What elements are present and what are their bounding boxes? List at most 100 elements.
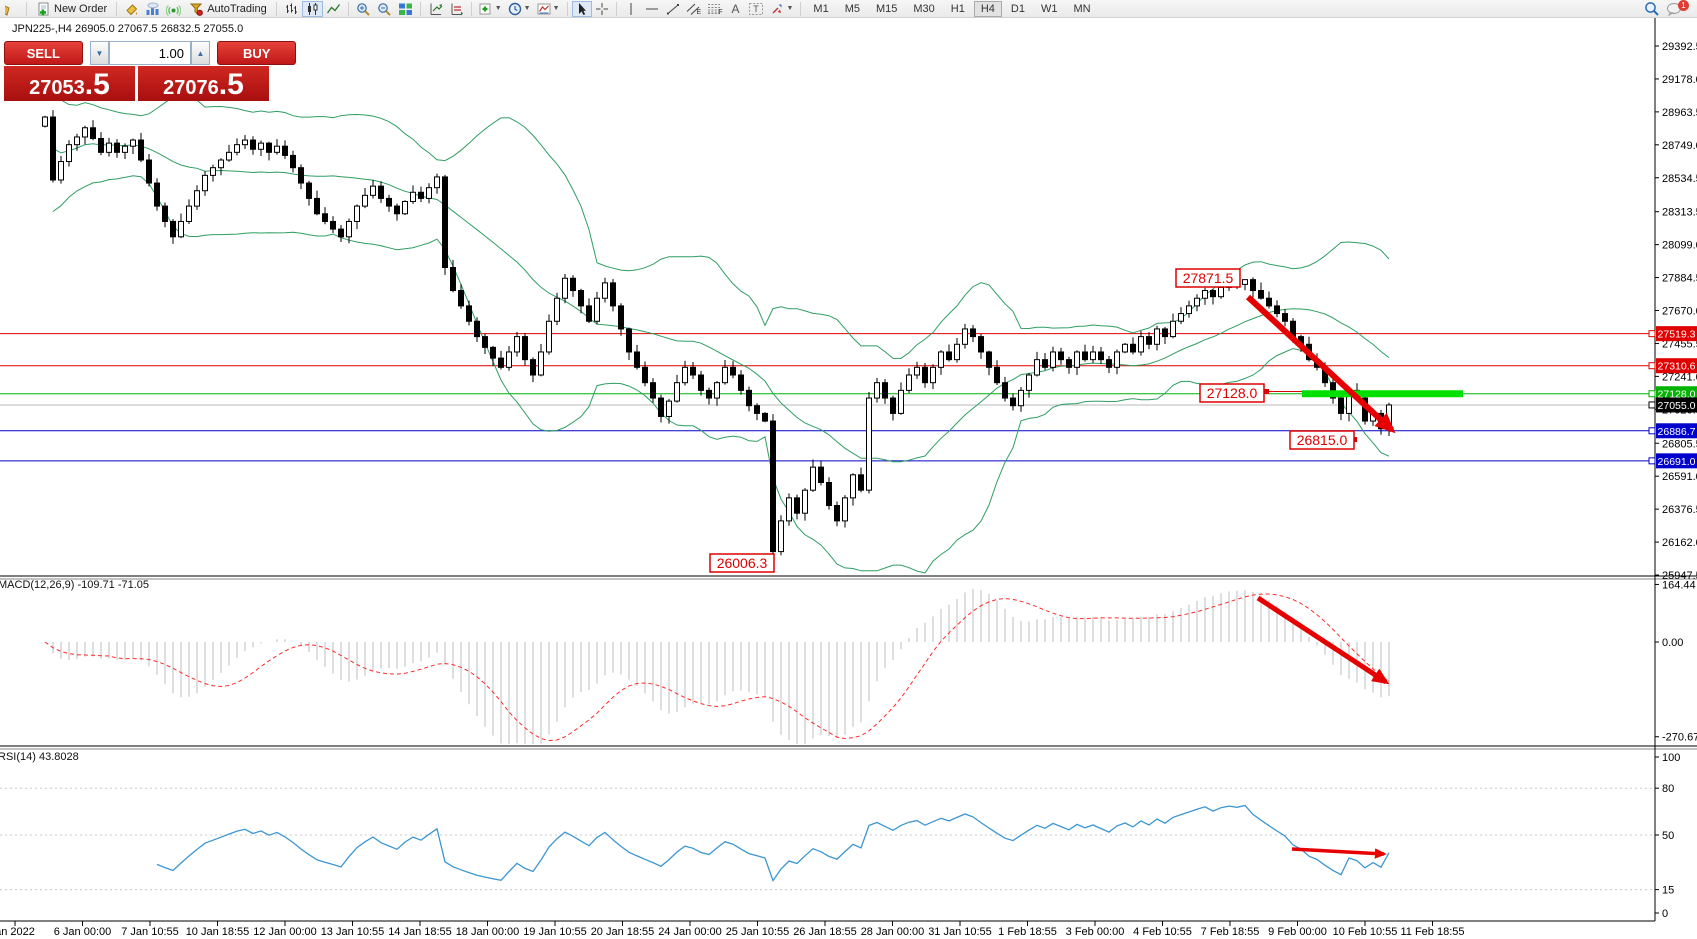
svg-text:25 Jan 10:55: 25 Jan 10:55 bbox=[726, 926, 790, 938]
cursor-tool[interactable] bbox=[571, 0, 592, 17]
svg-text:T: T bbox=[754, 4, 760, 14]
autotrading-button[interactable]: AutoTrading bbox=[184, 1, 272, 17]
signals-icon[interactable] bbox=[163, 1, 184, 17]
price-callout-text: 27871.5 bbox=[1183, 270, 1234, 286]
svg-text:19 Jan 10:55: 19 Jan 10:55 bbox=[523, 926, 587, 938]
buy-button[interactable]: BUY bbox=[217, 41, 296, 65]
one-click-trade-panel: SELL ▼ ▲ BUY 27053.5 27076.5 bbox=[4, 41, 296, 101]
timeframe-m5[interactable]: M5 bbox=[844, 2, 860, 15]
timeframe-h1[interactable]: H1 bbox=[950, 2, 965, 15]
svg-text:26376.5: 26376.5 bbox=[1662, 504, 1697, 516]
svg-text:0: 0 bbox=[1662, 908, 1668, 920]
axis-badge bbox=[1656, 453, 1697, 469]
fibonacci-tool[interactable]: F bbox=[704, 1, 725, 17]
main-trend-arrow bbox=[1245, 294, 1396, 434]
horizontal-level-lines bbox=[0, 333, 1655, 462]
crosshair-tool[interactable] bbox=[592, 1, 612, 17]
equidistant-channel-tool[interactable]: E bbox=[683, 1, 705, 17]
new-order-button[interactable]: New Order bbox=[31, 1, 112, 17]
timeframe-mn[interactable]: MN bbox=[1073, 2, 1091, 15]
rsi-indicator-label: RSI(14) 43.8028 bbox=[0, 751, 79, 763]
svg-text:26162.0: 26162.0 bbox=[1662, 537, 1697, 549]
svg-text:28 Jan 00:00: 28 Jan 00:00 bbox=[861, 926, 925, 938]
zoom-in-icon[interactable] bbox=[353, 1, 374, 17]
text-tool[interactable]: A bbox=[731, 1, 740, 16]
svg-text:27310.6: 27310.6 bbox=[1658, 361, 1696, 373]
styles-bucket-icon[interactable] bbox=[121, 1, 142, 17]
svg-text:28749.0: 28749.0 bbox=[1662, 140, 1697, 152]
volume-input[interactable] bbox=[109, 41, 191, 65]
svg-text:26691.0: 26691.0 bbox=[1658, 456, 1696, 468]
vertical-line-tool[interactable] bbox=[621, 1, 641, 17]
add-indicator-icon[interactable]: ▼ bbox=[476, 1, 505, 17]
tile-windows-icon[interactable] bbox=[395, 1, 416, 17]
templates-icon[interactable]: ▼ bbox=[534, 1, 563, 17]
publish-chart-icon[interactable] bbox=[142, 1, 163, 17]
svg-text:14 Jan 18:55: 14 Jan 18:55 bbox=[388, 926, 452, 938]
indicator-list-icon[interactable] bbox=[446, 1, 467, 17]
periods-clock-icon[interactable]: ▼ bbox=[505, 1, 534, 17]
svg-text:an 2022: an 2022 bbox=[0, 926, 35, 938]
autotrading-label: AutoTrading bbox=[207, 2, 267, 15]
bar-chart-icon[interactable] bbox=[281, 1, 302, 17]
svg-text:29392.5: 29392.5 bbox=[1662, 41, 1697, 53]
svg-text:26 Jan 18:55: 26 Jan 18:55 bbox=[793, 926, 857, 938]
indicator-window-icon[interactable] bbox=[425, 1, 446, 17]
sell-button[interactable]: SELL bbox=[4, 41, 83, 65]
volume-up-button[interactable]: ▲ bbox=[191, 41, 210, 65]
axis-badge bbox=[1656, 423, 1697, 439]
price-callout-box bbox=[1199, 383, 1265, 403]
symbol-ohlc-label: JPN225-,H4 26905.0 27067.5 26832.5 27055… bbox=[12, 23, 244, 35]
svg-text:27884.5: 27884.5 bbox=[1662, 273, 1697, 285]
price-axis-badges: 27519.327310.627128.027055.026886.726691… bbox=[1648, 326, 1697, 469]
timeframe-d1[interactable]: D1 bbox=[1010, 2, 1025, 15]
svg-text:27055.0: 27055.0 bbox=[1658, 400, 1696, 412]
svg-text:3 Feb 00:00: 3 Feb 00:00 bbox=[1066, 926, 1125, 938]
svg-text:29178.0: 29178.0 bbox=[1662, 74, 1697, 86]
rsi-panel: 100 80 50 15 0 bbox=[0, 752, 1680, 920]
candlestick-chart-icon[interactable] bbox=[301, 0, 323, 17]
chart-canvas[interactable]: 29392.5 29178.0 28963.5 28749.0 28534.5 28313… bbox=[0, 18, 1697, 939]
timeframe-h4[interactable]: H4 bbox=[973, 0, 1002, 17]
timeframe-w1[interactable]: W1 bbox=[1040, 2, 1058, 15]
price-callout-text: 26815.0 bbox=[1297, 432, 1348, 448]
chat-icon[interactable]: 1 bbox=[1663, 0, 1689, 17]
toolbar-separator bbox=[26, 1, 27, 16]
arrows-tool[interactable]: ▼ bbox=[767, 1, 796, 17]
svg-text:27455.5: 27455.5 bbox=[1662, 338, 1697, 350]
search-icon[interactable] bbox=[1641, 1, 1663, 17]
candles[interactable] bbox=[42, 110, 1392, 566]
text-label-tool[interactable]: T bbox=[745, 1, 767, 17]
price-callouts[interactable]: 27871.5 27128.0 26815.0 26006.3 bbox=[709, 268, 1357, 573]
macd-indicator-label: MACD(12,26,9) -109.71 -71.05 bbox=[0, 579, 150, 591]
autotrading-icon bbox=[189, 3, 204, 16]
axes bbox=[0, 18, 1697, 922]
volume-down-button[interactable]: ▼ bbox=[90, 41, 109, 65]
svg-text:80: 80 bbox=[1662, 783, 1674, 795]
trendline-tool[interactable] bbox=[663, 1, 683, 17]
price-callout-text: 26006.3 bbox=[717, 555, 768, 571]
toolbar: New Order AutoTrading bbox=[0, 0, 1697, 18]
buy-price[interactable]: 27076.5 bbox=[138, 66, 269, 101]
clipped-toolbar-icon[interactable] bbox=[2, 1, 22, 17]
sell-price-frac: .5 bbox=[84, 68, 110, 101]
timeframe-m30[interactable]: M30 bbox=[913, 2, 935, 15]
svg-text:13 Jan 10:55: 13 Jan 10:55 bbox=[321, 926, 385, 938]
svg-text:12 Jan 00:00: 12 Jan 00:00 bbox=[253, 926, 317, 938]
channel-sub-letter: E bbox=[696, 9, 702, 16]
line-chart-icon[interactable] bbox=[323, 1, 344, 17]
sell-price[interactable]: 27053.5 bbox=[4, 66, 135, 101]
rsi-trend-arrow bbox=[1291, 847, 1387, 859]
svg-text:28313.5: 28313.5 bbox=[1662, 207, 1697, 219]
bollinger-bands bbox=[52, 85, 1390, 574]
svg-text:0.00: 0.00 bbox=[1662, 637, 1683, 649]
time-axis: an 2022 6 Jan 00:00 7 Jan 10:55 10 Jan 18:5… bbox=[0, 921, 1465, 938]
macd-trend-arrow bbox=[1256, 595, 1390, 685]
timeframe-m15[interactable]: M15 bbox=[875, 2, 898, 15]
svg-text:28099.0: 28099.0 bbox=[1662, 240, 1697, 252]
trend-arrows bbox=[1245, 294, 1396, 859]
horizontal-line-tool[interactable] bbox=[641, 1, 663, 17]
svg-text:26805.5: 26805.5 bbox=[1662, 438, 1697, 450]
zoom-out-icon[interactable] bbox=[374, 1, 395, 17]
timeframe-m1[interactable]: M1 bbox=[813, 2, 829, 15]
